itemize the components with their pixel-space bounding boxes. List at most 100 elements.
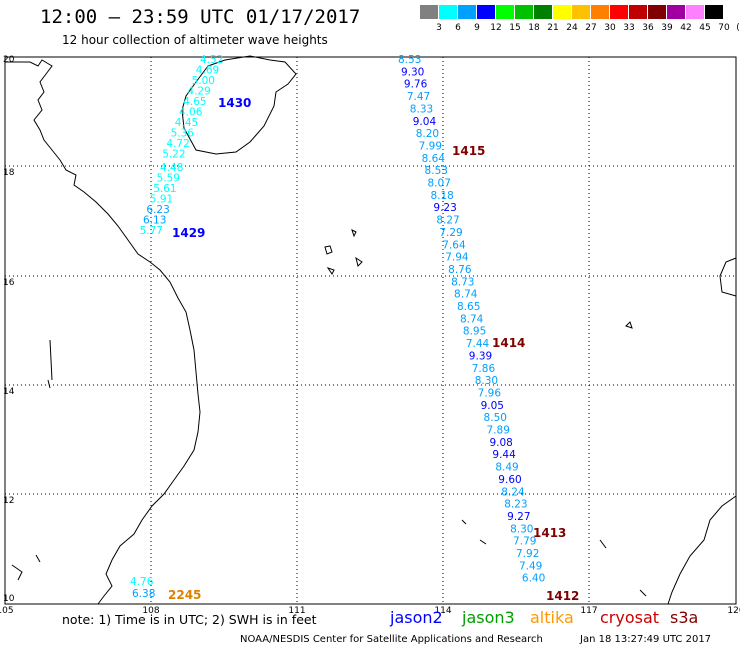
color-swatch xyxy=(572,5,590,19)
wave-height-value: 5.00 xyxy=(192,75,215,87)
color-scale-label: 18 xyxy=(528,23,540,33)
wave-height-value: 8.64 xyxy=(422,153,446,165)
wave-height-value: 4.29 xyxy=(187,86,210,98)
color-swatch xyxy=(648,5,666,19)
color-swatch xyxy=(515,5,533,19)
color-swatch xyxy=(534,5,552,19)
color-scale-label: 70 xyxy=(718,23,730,33)
color-swatch xyxy=(458,5,476,19)
wave-height-value: 8.53 xyxy=(398,54,421,66)
color-scale-label: 42 xyxy=(680,23,692,33)
wave-height-value: 8.74 xyxy=(454,289,478,301)
pass-time-label: 1415 xyxy=(452,144,485,158)
pass-time-label: 1430 xyxy=(218,96,251,110)
wave-height-value: 9.04 xyxy=(413,116,437,128)
wave-height-value: 6.40 xyxy=(522,573,545,585)
color-swatch xyxy=(439,5,457,19)
wave-height-value: 7.49 xyxy=(519,560,542,572)
wave-height-value: 7.94 xyxy=(445,252,469,264)
wave-height-value: 4.76 xyxy=(130,576,154,588)
color-scale-label: 36 xyxy=(642,23,654,33)
wave-height-value: 8.33 xyxy=(410,103,433,115)
satellite-legend-jason3: jason3 xyxy=(462,608,515,627)
pass-time-label: 2245 xyxy=(168,588,201,602)
wave-height-value: 8.27 xyxy=(436,215,459,227)
wave-height-value: 9.39 xyxy=(469,350,492,362)
color-scale-label: 15 xyxy=(509,23,521,33)
color-swatch xyxy=(420,5,438,19)
wave-height-value: 5.77 xyxy=(140,225,163,237)
color-scale-label: 33 xyxy=(623,23,635,33)
wave-height-value: 5.36 xyxy=(171,128,195,140)
color-scale-label: 24 xyxy=(566,23,578,33)
color-swatch xyxy=(591,5,609,19)
latitude-tick-label: 16 xyxy=(3,278,15,288)
satellite-legend-jason2: jason2 xyxy=(390,608,443,627)
wave-height-value: 8.18 xyxy=(430,190,453,202)
wave-height-value: 9.30 xyxy=(401,66,424,78)
pass-time-label: 1414 xyxy=(492,336,525,350)
wave-height-value: 8.73 xyxy=(451,276,474,288)
longitude-tick-label: 111 xyxy=(288,606,305,616)
color-swatch xyxy=(496,5,514,19)
color-scale-label: 12 xyxy=(490,23,502,33)
lat-lon-grid: 105108111114117120201816141210 xyxy=(0,55,740,616)
wave-height-value: 9.60 xyxy=(498,474,521,486)
latitude-tick-label: 12 xyxy=(3,496,14,506)
wave-height-value: 7.92 xyxy=(516,548,539,560)
pass-time-label: 1429 xyxy=(172,226,205,240)
color-swatch xyxy=(705,5,723,19)
wave-height-value: 7.79 xyxy=(513,536,536,548)
coastline xyxy=(5,55,737,605)
wave-height-value: 8.50 xyxy=(484,412,507,424)
wave-height-value: 5.22 xyxy=(162,149,185,161)
color-scale-label: 30 xyxy=(604,23,616,33)
longitude-tick-label: 117 xyxy=(580,606,597,616)
color-scale-label: 45 xyxy=(699,23,711,33)
wave-height-value: 7.44 xyxy=(466,338,490,350)
wave-height-value: 8.23 xyxy=(504,499,527,511)
latitude-tick-label: 20 xyxy=(3,55,15,65)
latitude-tick-label: 10 xyxy=(3,594,15,604)
satellite-legend-s3a: s3a xyxy=(670,608,699,627)
wave-height-value: 7.86 xyxy=(472,363,496,375)
color-swatch xyxy=(667,5,685,19)
wave-height-value: 4.45 xyxy=(175,117,198,129)
color-scale-label: 6 xyxy=(455,23,461,33)
wave-height-value: 4.52 xyxy=(200,54,223,66)
wave-height-value: 9.08 xyxy=(489,437,512,449)
color-scale-label: 3 xyxy=(436,23,442,33)
pass-time-label: 1413 xyxy=(533,526,566,540)
wave-height-value: 8.24 xyxy=(501,486,525,498)
color-scale-label: 39 xyxy=(661,23,673,33)
wave-height-value: 5.91 xyxy=(150,194,173,206)
color-scale-label: 21 xyxy=(547,23,559,33)
color-swatch xyxy=(553,5,571,19)
latitude-tick-label: 14 xyxy=(3,387,15,397)
satellite-legend-altika: altika xyxy=(530,608,574,627)
wave-height-value: 8.74 xyxy=(460,313,484,325)
wave-height-value: 8.30 xyxy=(510,523,533,535)
wave-height-value: 4.72 xyxy=(166,138,189,150)
pass-time-label: 1412 xyxy=(546,589,579,603)
generated-timestamp: Jan 18 13:27:49 UTC 2017 xyxy=(580,634,712,645)
wave-height-value: 6.13 xyxy=(143,215,166,227)
credit-text: NOAA/NESDIS Center for Satellite Applica… xyxy=(240,634,543,645)
longitude-tick-label: 105 xyxy=(0,606,14,616)
color-scale-label: (ft) xyxy=(736,23,740,33)
color-scale-label: 9 xyxy=(474,23,480,33)
map-frame xyxy=(4,56,737,605)
wave-height-value: 8.07 xyxy=(428,178,451,190)
wave-height-value: 5.59 xyxy=(157,173,180,185)
color-swatch xyxy=(686,5,704,19)
wave-height-value: 7.96 xyxy=(478,387,502,399)
wave-height-value: 5.61 xyxy=(153,183,176,195)
satellite-legend-cryosat: cryosat xyxy=(600,608,660,627)
wave-height-value: 4.06 xyxy=(179,107,203,119)
map-subtitle: 12 hour collection of altimeter wave hei… xyxy=(62,33,328,47)
longitude-tick-label: 108 xyxy=(142,606,159,616)
wave-height-value: 4.48 xyxy=(160,162,183,174)
wave-height-value: 9.44 xyxy=(492,449,516,461)
latitude-tick-label: 18 xyxy=(3,168,15,178)
